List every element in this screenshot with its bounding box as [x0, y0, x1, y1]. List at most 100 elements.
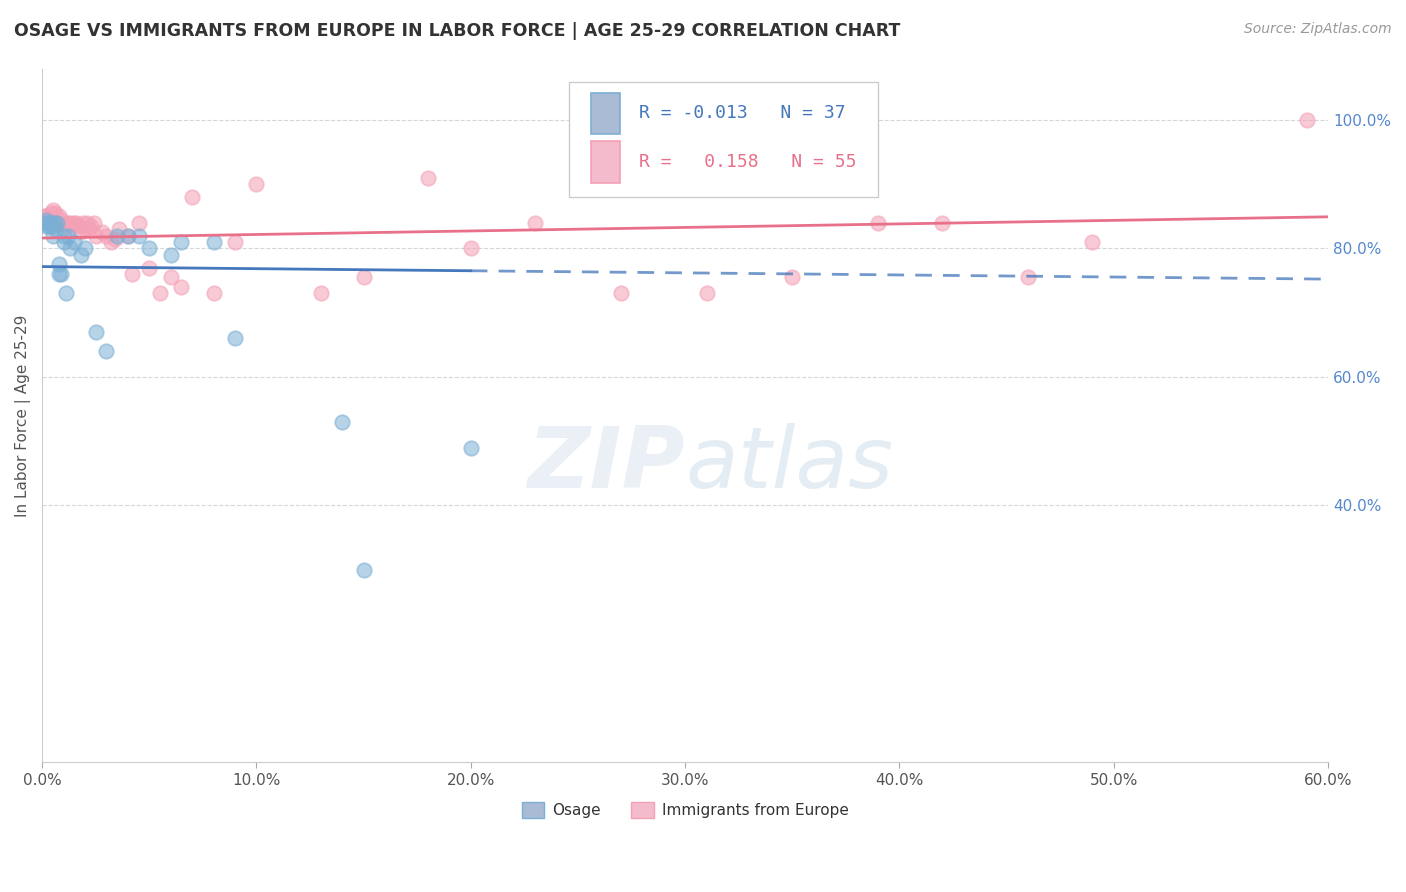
Y-axis label: In Labor Force | Age 25-29: In Labor Force | Age 25-29: [15, 314, 31, 516]
Point: [63, 216, 86, 230]
Point: [60, 219, 83, 233]
Point: [51, 267, 73, 281]
Point: [39, 216, 62, 230]
Point: [32, 216, 55, 230]
Text: atlas: atlas: [685, 423, 893, 506]
Point: [108, 222, 131, 236]
Point: [38, 216, 60, 230]
Point: [309, 286, 332, 301]
Point: [696, 286, 718, 301]
Point: [35, 219, 58, 233]
Point: [524, 216, 547, 230]
Point: [39, 216, 62, 230]
Text: R =   0.158   N = 55: R = 0.158 N = 55: [638, 153, 856, 171]
Point: [52, 216, 75, 230]
Point: [96, 344, 118, 359]
Point: [159, 248, 181, 262]
Point: [59, 242, 82, 256]
Point: [44, 206, 66, 220]
Point: [121, 267, 143, 281]
Point: [1017, 270, 1039, 285]
Point: [128, 216, 150, 230]
Point: [69, 248, 91, 262]
Point: [91, 225, 114, 239]
Point: [42, 228, 65, 243]
Point: [80, 219, 103, 233]
Point: [159, 270, 181, 285]
Point: [77, 222, 100, 236]
Point: [138, 242, 160, 256]
Point: [38, 219, 60, 233]
Point: [67, 219, 90, 233]
Point: [38, 216, 60, 230]
Point: [202, 286, 225, 301]
Point: [65, 216, 87, 230]
Point: [48, 258, 70, 272]
Point: [117, 228, 139, 243]
Point: [149, 286, 172, 301]
FancyBboxPatch shape: [569, 82, 877, 197]
Text: Source: ZipAtlas.com: Source: ZipAtlas.com: [1244, 22, 1392, 37]
Point: [73, 222, 96, 236]
Point: [84, 228, 107, 243]
Point: [39, 216, 62, 230]
Point: [42, 219, 65, 233]
Point: [55, 286, 77, 301]
Legend: Osage, Immigrants from Europe: Osage, Immigrants from Europe: [516, 796, 855, 824]
Point: [84, 325, 107, 339]
Point: [48, 267, 70, 281]
Point: [330, 415, 353, 429]
Point: [181, 190, 204, 204]
Point: [170, 280, 193, 294]
Point: [202, 235, 225, 249]
Point: [72, 216, 94, 230]
Point: [610, 286, 633, 301]
Point: [51, 212, 73, 227]
Point: [39, 206, 62, 220]
Point: [105, 228, 128, 243]
Point: [48, 209, 70, 223]
Point: [224, 331, 246, 345]
Point: [866, 216, 889, 230]
Point: [32, 209, 55, 223]
Point: [96, 228, 118, 243]
Point: [46, 216, 69, 230]
Point: [55, 219, 77, 233]
Text: OSAGE VS IMMIGRANTS FROM EUROPE IN LABOR FORCE | AGE 25-29 CORRELATION CHART: OSAGE VS IMMIGRANTS FROM EUROPE IN LABOR…: [14, 22, 900, 40]
Point: [73, 242, 96, 256]
Point: [44, 216, 66, 230]
Point: [460, 242, 482, 256]
Point: [69, 225, 91, 239]
Point: [931, 216, 953, 230]
Point: [63, 235, 86, 249]
Point: [38, 212, 60, 227]
Point: [35, 209, 58, 223]
Point: [46, 216, 69, 230]
Point: [42, 202, 65, 217]
Point: [353, 563, 375, 577]
Text: ZIP: ZIP: [527, 423, 685, 506]
Point: [83, 216, 105, 230]
Point: [104, 232, 127, 246]
Point: [224, 235, 246, 249]
Point: [56, 216, 79, 230]
Point: [460, 441, 482, 455]
Point: [128, 228, 150, 243]
Text: R = -0.013   N = 37: R = -0.013 N = 37: [638, 104, 845, 122]
Point: [59, 216, 82, 230]
Point: [1295, 112, 1317, 127]
Point: [52, 228, 75, 243]
Point: [1081, 235, 1104, 249]
Point: [782, 270, 804, 285]
Bar: [592, 93, 620, 135]
Bar: [592, 141, 620, 183]
Point: [35, 212, 58, 227]
Point: [416, 170, 439, 185]
Point: [138, 260, 160, 275]
Point: [76, 216, 98, 230]
Point: [52, 235, 75, 249]
Point: [56, 228, 79, 243]
Point: [245, 177, 267, 191]
Point: [170, 235, 193, 249]
Point: [353, 270, 375, 285]
